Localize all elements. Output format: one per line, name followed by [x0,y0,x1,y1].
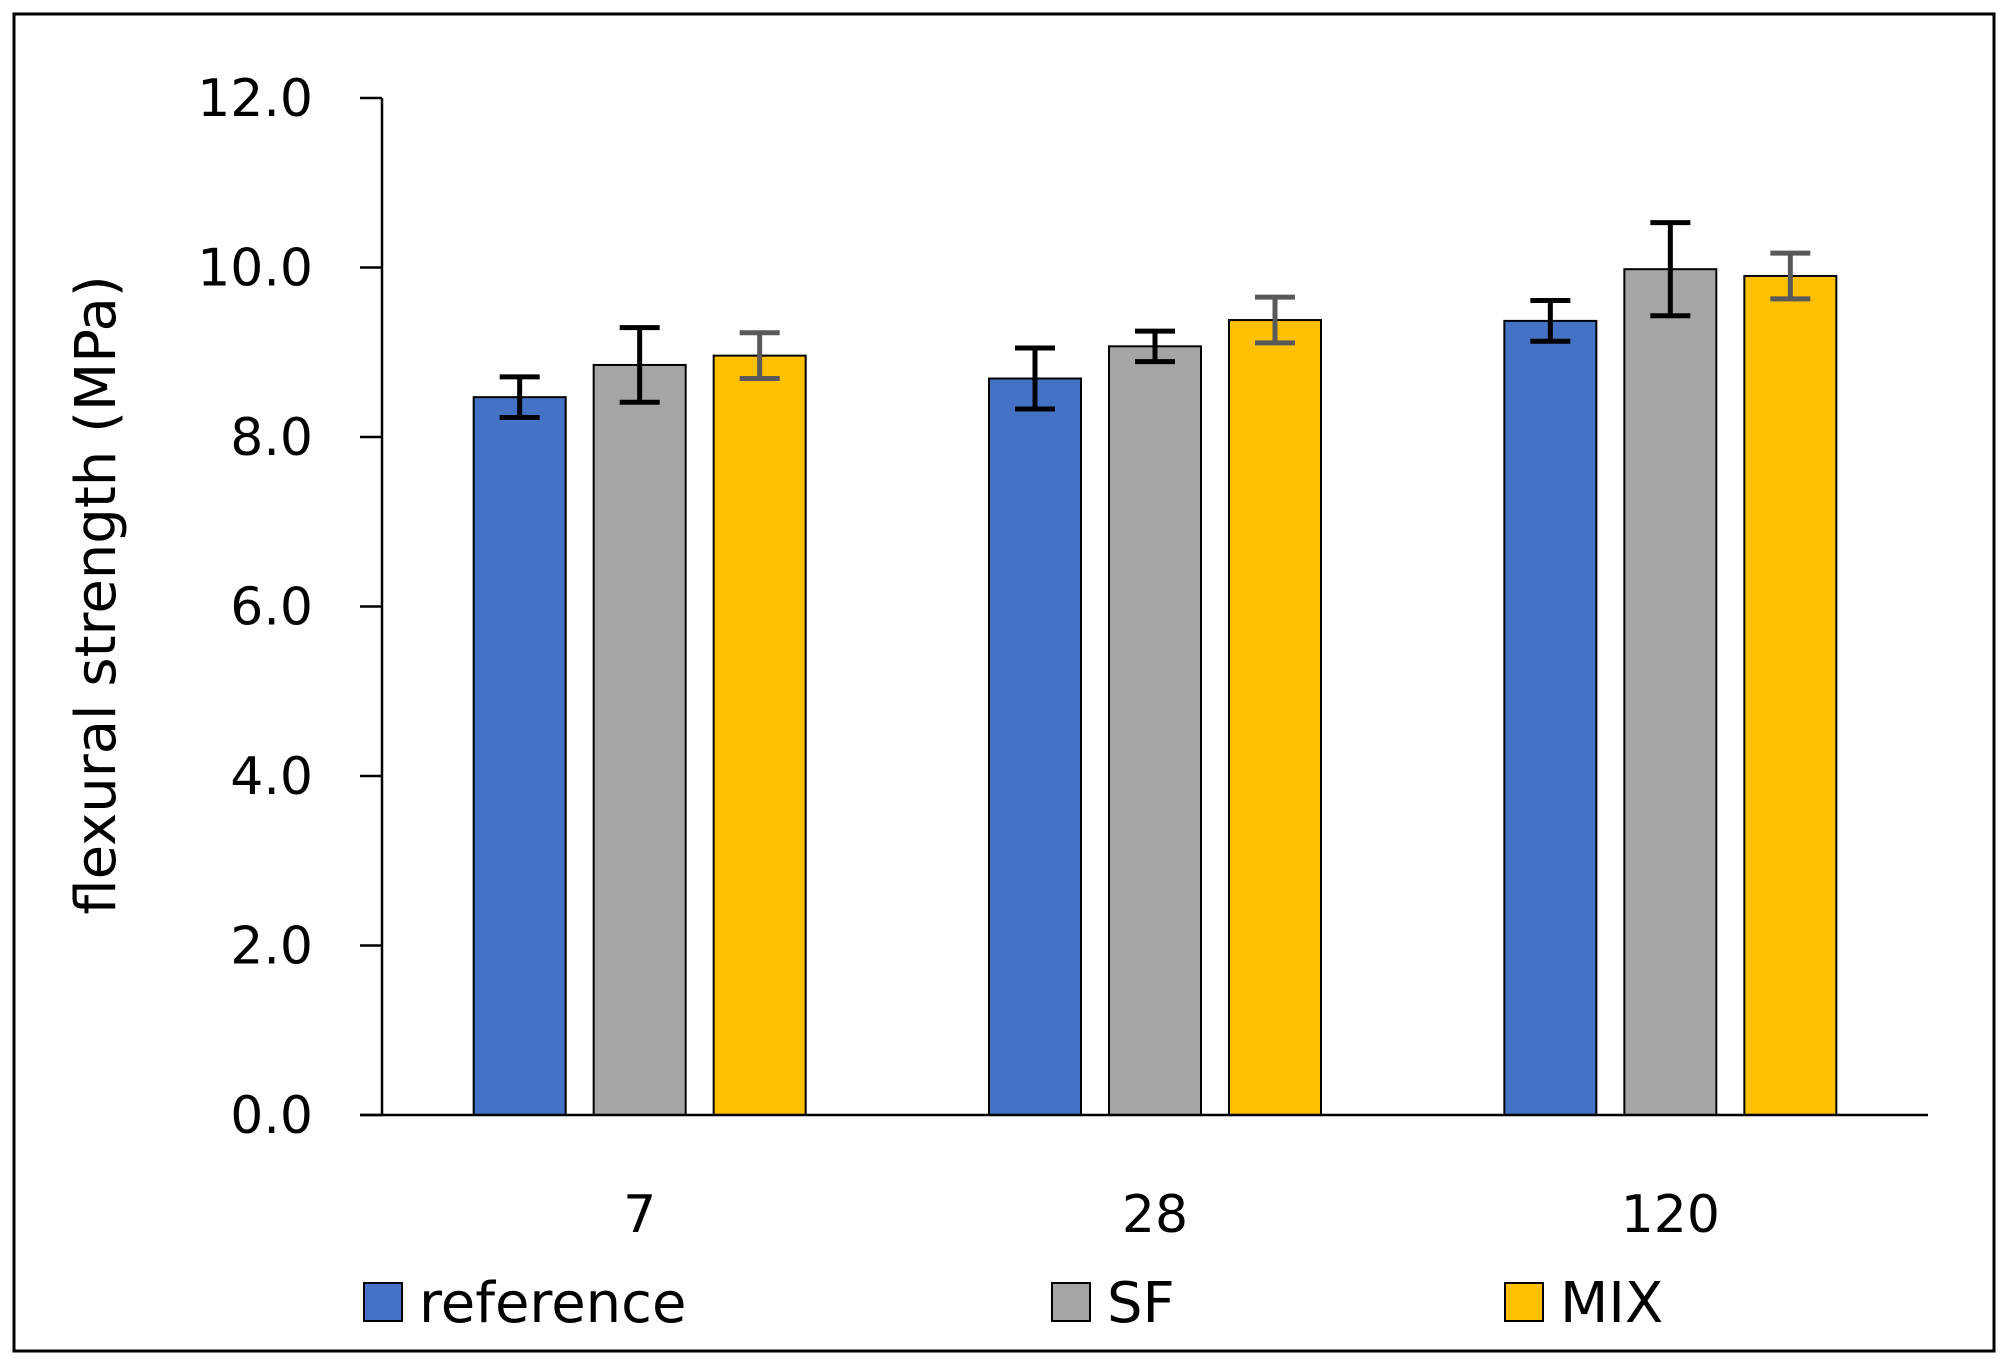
legend-swatch [1051,1282,1091,1322]
y-tick-label: 8.0 [230,408,313,468]
y-axis-title: flexural strength (MPa) [64,275,129,914]
legend-label: SF [1107,1271,1175,1336]
bar-mix-120 [1743,274,1838,1117]
x-category-label: 120 [1621,1185,1720,1245]
error-bar-reference-28 [1015,345,1055,412]
bar-reference-7 [472,396,567,1117]
y-tick-label: 2.0 [230,917,313,977]
x-category-label: 28 [1122,1185,1188,1245]
error-bar-mix-7 [739,330,780,382]
bar-sf-7 [592,363,687,1116]
bar-mix-7 [712,354,807,1116]
legend-item-reference: reference [363,1271,686,1336]
y-tick-label: 6.0 [230,578,313,638]
legend-label: MIX [1560,1271,1663,1336]
legend: reference SF MIX [363,1271,1663,1336]
bar-reference-120 [1503,319,1598,1116]
bar-mix-28 [1228,319,1322,1117]
legend-item-sf: SF [1051,1271,1175,1336]
bar-sf-28 [1108,345,1202,1116]
bars-layer [472,268,1838,1117]
error-bar-mix-28 [1255,294,1295,346]
y-tick-label: 0.0 [230,1086,313,1146]
x-category-label: 7 [623,1185,656,1245]
axes-layer [360,96,1928,1117]
y-tick-labels: 0.0 2.0 4.0 6.0 8.0 10.0 12.0 [197,69,313,1146]
bar-sf-120 [1623,268,1718,1116]
legend-item-mix: MIX [1504,1271,1663,1336]
y-tick-label: 10.0 [197,239,313,299]
legend-swatch [1504,1282,1544,1322]
x-category-labels: 7 28 120 [623,1185,1720,1245]
error-bar-reference-7 [499,374,540,421]
error-bar-reference-120 [1530,298,1571,344]
error-bar-sf-28 [1135,328,1175,365]
error-bars-layer [499,220,1811,421]
error-bar-sf-120 [1650,220,1691,319]
legend-label: reference [419,1271,686,1336]
y-tick-label: 4.0 [230,747,313,807]
legend-swatch [363,1282,403,1322]
error-bar-sf-7 [619,325,660,405]
error-bar-mix-120 [1770,250,1811,302]
bar-reference-28 [988,377,1082,1116]
y-tick-label: 12.0 [197,69,313,129]
